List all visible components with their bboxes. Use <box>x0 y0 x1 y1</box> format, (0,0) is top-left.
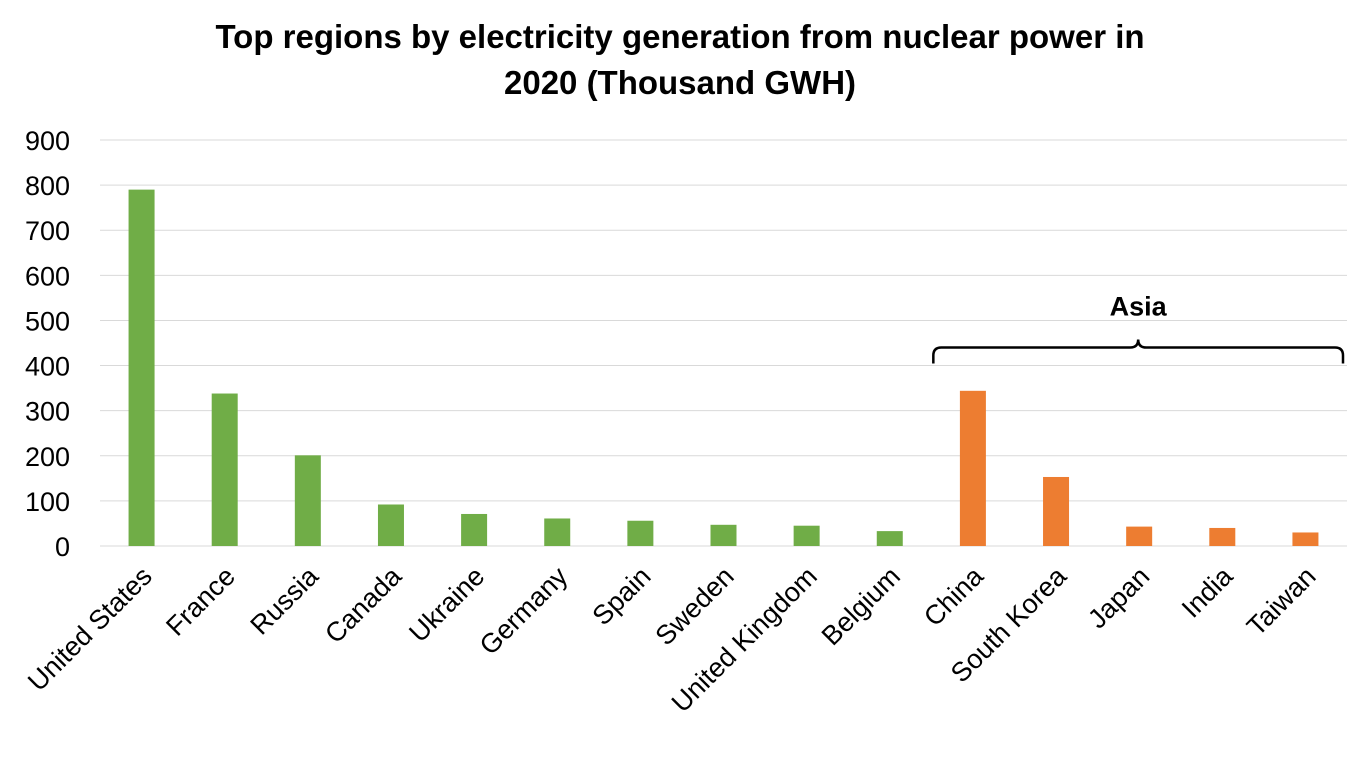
x-tick-label: Belgium <box>816 561 906 651</box>
bar-ukraine <box>461 513 488 546</box>
x-tick-label: Russia <box>245 560 325 640</box>
bar-south-korea <box>1043 476 1070 546</box>
bar-sweden <box>710 524 737 546</box>
chart-title-line-2: 2020 (Thousand GWH) <box>503 64 857 101</box>
y-tick-label: 500 <box>25 306 70 336</box>
bar-india <box>1209 527 1236 546</box>
chart-title: Top regions by electricity generation fr… <box>0 14 1360 106</box>
x-tick-label: Japan <box>1082 561 1155 634</box>
y-axis-ticks: 0 100 200 300 400 500 600 700 800 900 <box>25 126 70 562</box>
chart-title-line-1: Top regions by electricity generation fr… <box>215 18 1145 55</box>
y-tick-label: 800 <box>25 171 70 201</box>
y-tick-label: 900 <box>25 126 70 156</box>
bars <box>128 189 1319 546</box>
y-tick-label: 600 <box>25 261 70 291</box>
bar-russia <box>294 455 321 546</box>
annotation-bracket <box>932 339 1345 364</box>
y-tick-label: 0 <box>55 532 70 562</box>
x-tick-label: United States <box>22 561 158 697</box>
y-tick-label: 700 <box>25 216 70 246</box>
bar-germany <box>544 518 571 546</box>
bar-france <box>211 393 238 546</box>
annotations: Asia <box>932 292 1345 364</box>
x-tick-label: Germany <box>474 561 574 661</box>
y-tick-label: 400 <box>25 352 70 382</box>
y-tick-label: 100 <box>25 487 70 517</box>
bar-united-states <box>128 189 155 546</box>
y-tick-label: 300 <box>25 397 70 427</box>
x-tick-label: Spain <box>587 561 657 631</box>
y-tick-label: 200 <box>25 442 70 472</box>
bar-spain <box>627 520 654 546</box>
x-tick-label: China <box>918 560 990 632</box>
x-tick-label: Taiwan <box>1241 561 1322 642</box>
x-axis-labels: United States France RussiaCanadaUkraineGe… <box>22 560 1322 718</box>
bar-taiwan <box>1292 532 1319 546</box>
bar-china <box>959 390 986 546</box>
x-tick-label: France <box>160 561 241 642</box>
bar-canada <box>377 504 404 546</box>
annotation-label: Asia <box>1110 292 1168 322</box>
x-tick-label: Canada <box>319 560 408 649</box>
bar-united-kingdom <box>793 525 820 546</box>
x-tick-label: India <box>1176 560 1239 623</box>
gridlines <box>100 139 1347 547</box>
bar-japan <box>1126 526 1153 546</box>
x-tick-label: United Kingdom <box>666 561 823 718</box>
bar-belgium <box>876 531 903 546</box>
